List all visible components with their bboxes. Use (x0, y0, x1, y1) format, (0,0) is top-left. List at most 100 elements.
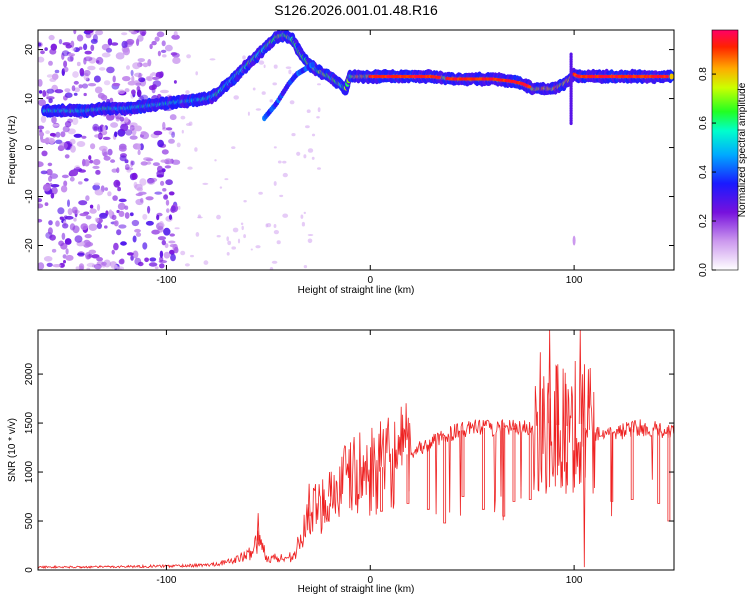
noise-speckle (276, 240, 281, 245)
spectrogram-ylabel: Frequency (Hz) (7, 116, 18, 185)
noise-speckle (130, 69, 134, 77)
noise-speckle (232, 227, 239, 233)
noise-speckle (140, 161, 148, 166)
noise-speckle (271, 260, 278, 264)
noise-speckle (164, 165, 172, 169)
noise-speckle (122, 47, 130, 56)
noise-speckle (77, 252, 85, 256)
noise-speckle (46, 74, 54, 78)
noise-speckle (137, 150, 141, 156)
noise-speckle (111, 42, 119, 46)
noise-speckle (55, 139, 63, 144)
noise-speckle (88, 155, 92, 161)
noise-speckle (87, 83, 97, 87)
noise-speckle (38, 90, 43, 94)
noise-speckle (83, 69, 91, 77)
noise-speckle (169, 114, 177, 121)
noise-speckle (170, 253, 176, 262)
noise-speckle (101, 43, 110, 51)
noise-speckle (89, 159, 94, 164)
noise-speckle (102, 151, 108, 158)
noise-speckle (92, 184, 100, 191)
noise-speckle (161, 239, 166, 246)
figure-title: S126.2026.001.01.48.R16 (274, 2, 438, 18)
noise-speckle (46, 262, 53, 267)
y-tick-label: 2000 (24, 363, 35, 386)
noise-speckle (237, 238, 241, 244)
noise-speckle (39, 131, 45, 137)
noise-speckle (44, 202, 49, 207)
noise-speckle (165, 199, 170, 206)
noise-speckle (162, 121, 166, 130)
noise-speckle (141, 31, 146, 37)
noise-speckle (171, 34, 180, 40)
noise-speckle (124, 88, 130, 93)
y-tick-label: 20 (24, 44, 35, 56)
spectrogram-xlabel: Height of straight line (km) (298, 285, 415, 296)
y-tick-label: -10 (24, 189, 35, 204)
noise-speckle (282, 160, 287, 164)
noise-speckle (48, 60, 53, 66)
noise-speckle (152, 162, 160, 167)
snr-dropout (657, 428, 661, 504)
noise-speckle (202, 182, 209, 185)
noise-speckle (64, 88, 71, 93)
noise-speckle (187, 166, 193, 170)
noise-speckle (93, 159, 101, 166)
noise-speckle (38, 203, 44, 209)
noise-speckle (82, 158, 86, 167)
noise-speckle (59, 216, 64, 220)
noise-speckle (49, 132, 56, 137)
y-tick-label: 500 (24, 512, 35, 529)
noise-speckle (95, 30, 104, 36)
noise-speckle (145, 196, 154, 201)
snr-dropout (512, 428, 516, 502)
noise-speckle (121, 40, 128, 49)
noise-speckle (172, 57, 181, 64)
noise-speckle (163, 158, 173, 165)
noise-speckle (58, 39, 63, 45)
noise-speckle (118, 145, 127, 152)
noise-speckle (112, 75, 116, 83)
noise-speckle (71, 47, 76, 52)
noise-speckle (85, 252, 91, 260)
noise-speckle (92, 34, 98, 42)
noise-speckle (50, 43, 57, 51)
snr-spike (578, 330, 582, 425)
noise-speckle (119, 155, 127, 162)
noise-speckle (102, 136, 111, 140)
noise-speckle (74, 235, 83, 243)
y-tick-label: 0 (24, 144, 35, 150)
noise-speckle (252, 87, 256, 91)
noise-speckle (103, 155, 111, 161)
ridge-peak (436, 75, 441, 79)
noise-speckle (41, 150, 48, 157)
noise-speckle (154, 266, 159, 270)
noise-speckle (168, 191, 175, 196)
noise-speckle (110, 264, 118, 269)
noise-speckle (154, 191, 163, 195)
noise-speckle (47, 162, 53, 167)
noise-speckle (130, 160, 135, 166)
y-tick-label: -20 (24, 238, 35, 253)
noise-speckle (54, 69, 60, 74)
noise-speckle (95, 169, 101, 175)
noise-speckle (38, 99, 46, 107)
noise-speckle (194, 147, 198, 152)
snr-dropout (426, 444, 430, 510)
noise-speckle (62, 125, 70, 133)
noise-speckle (94, 217, 99, 223)
colorbar-tick-label: 0.4 (698, 165, 709, 179)
noise-speckle (64, 154, 70, 159)
noise-speckle (76, 61, 81, 67)
noise-speckle (174, 227, 180, 230)
spectrogram-marks (38, 30, 674, 270)
noise-speckle (157, 139, 165, 148)
snr-dropout (461, 430, 465, 497)
noise-speckle (86, 267, 91, 270)
noise-speckle (73, 133, 83, 138)
snr-spike (307, 483, 311, 517)
noise-speckle (76, 141, 86, 147)
noise-speckle (300, 214, 304, 219)
noise-speckle (132, 250, 139, 259)
